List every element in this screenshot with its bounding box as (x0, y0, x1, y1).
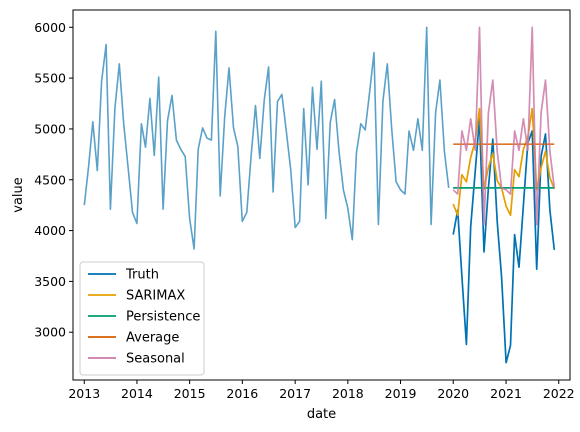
legend-label-seasonal: Seasonal (126, 352, 185, 367)
x-axis: 2013 2014 2015 2016 2017 2018 2019 2020 2021 2022 (68, 380, 575, 401)
x-tick-label: 2017 (279, 386, 311, 401)
series-line-truth (452, 117, 556, 364)
x-tick-label: 2018 (332, 386, 364, 401)
x-tick-label: 2020 (437, 386, 469, 401)
legend-box (79, 261, 205, 376)
x-tick-label: 2014 (121, 386, 153, 401)
y-tick-label: 3000 (34, 325, 66, 340)
series-line-history (83, 26, 450, 250)
y-axis: 3000 3500 4000 4500 5000 5500 6000 (34, 20, 73, 340)
plot-frame (72, 9, 571, 381)
legend-label-sarimax: SARIMAX (126, 289, 185, 304)
legend: Truth SARIMAX Persistence Average Seasonal (79, 261, 205, 376)
x-tick-label: 2016 (226, 386, 258, 401)
x-tick-label: 2013 (68, 386, 100, 401)
y-tick-label: 5500 (34, 71, 66, 86)
y-tick-label: 6000 (34, 20, 66, 35)
x-tick-label: 2021 (490, 386, 522, 401)
x-tick-label: 2022 (543, 386, 575, 401)
x-tick-label: 2019 (385, 386, 417, 401)
y-axis-label: value (11, 177, 26, 213)
y-tick-label: 4000 (34, 223, 66, 238)
y-tick-label: 3500 (34, 274, 66, 289)
y-tick-label: 4500 (34, 172, 66, 187)
x-tick-label: 2015 (174, 386, 206, 401)
series-line-seasonal (452, 26, 556, 226)
y-tick-label: 5000 (34, 121, 66, 136)
legend-label-persistence: Persistence (126, 310, 200, 325)
plot-area (83, 26, 556, 364)
x-axis-label: date (307, 407, 336, 422)
legend-label-average: Average (126, 331, 179, 346)
legend-label-truth: Truth (125, 268, 159, 283)
